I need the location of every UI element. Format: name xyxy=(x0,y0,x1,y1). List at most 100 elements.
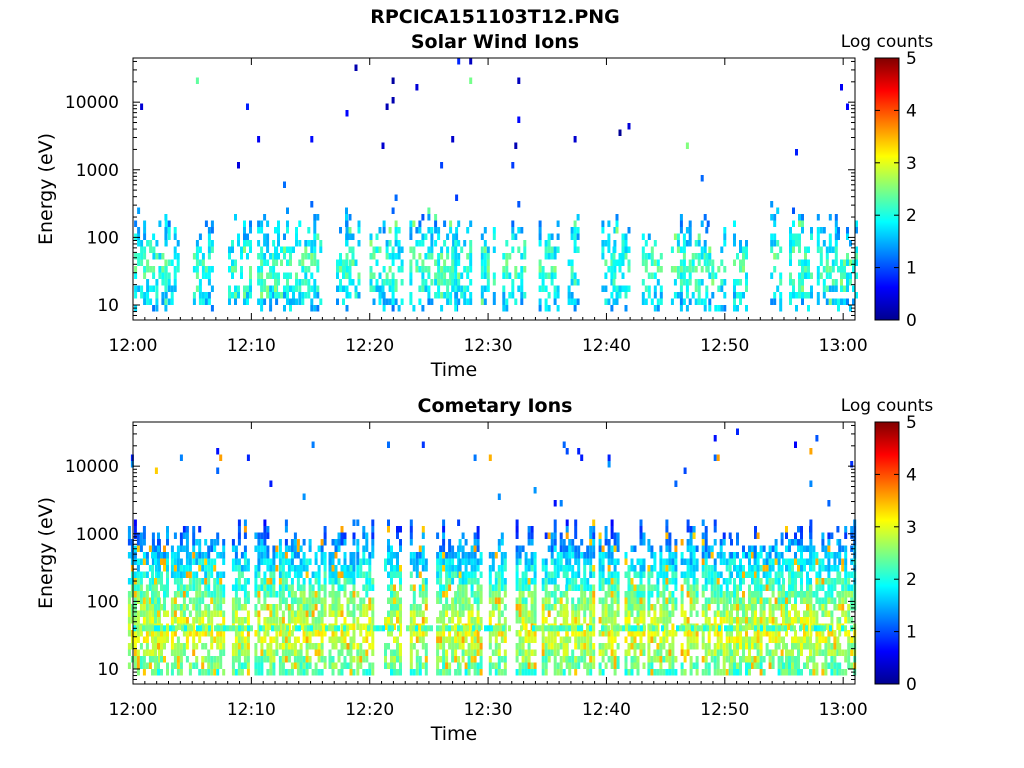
heatmap-cell xyxy=(795,305,798,312)
heatmap-cell xyxy=(524,623,528,630)
heatmap-cell xyxy=(266,656,270,663)
heatmap-cell xyxy=(231,266,234,273)
heatmap-cell xyxy=(170,604,174,611)
heatmap-cell xyxy=(436,643,440,650)
heatmap-cell xyxy=(642,532,646,539)
heatmap-cell xyxy=(296,656,300,663)
heatmap-cell xyxy=(568,584,572,591)
heatmap-cell xyxy=(827,565,831,572)
heatmap-cell xyxy=(544,591,548,598)
heatmap-cell xyxy=(733,292,736,299)
heatmap-cell xyxy=(601,597,605,604)
heatmap-cell xyxy=(739,565,742,572)
heatmap-cell xyxy=(454,246,458,253)
heatmap-cell xyxy=(782,617,785,624)
heatmap-cell xyxy=(451,649,455,656)
heatmap-cell xyxy=(527,526,531,533)
heatmap-cell xyxy=(314,669,318,676)
heatmap-cell xyxy=(164,240,168,247)
heatmap-cell xyxy=(612,259,616,266)
heatmap-cell xyxy=(598,545,602,552)
heatmap-cell xyxy=(266,285,270,292)
heatmap-cell xyxy=(691,253,695,260)
heatmap-cell xyxy=(396,565,399,572)
heatmap-cell xyxy=(393,591,396,598)
heatmap-cell xyxy=(418,227,422,234)
heatmap-cell xyxy=(601,571,605,578)
heatmap-cell xyxy=(779,305,783,312)
heatmap-cell xyxy=(753,552,757,559)
heatmap-cell xyxy=(695,558,699,565)
heatmap-cell xyxy=(451,571,455,578)
heatmap-cell xyxy=(759,656,763,663)
heatmap-cell xyxy=(754,571,757,578)
x-axis-label: Time xyxy=(430,359,478,381)
heatmap-cell xyxy=(176,578,180,585)
heatmap-cell xyxy=(207,240,211,247)
heatmap-cell xyxy=(198,597,202,604)
heatmap-cell xyxy=(148,649,152,656)
heatmap-cell xyxy=(272,591,276,598)
heatmap-cell xyxy=(310,298,314,305)
heatmap-cell xyxy=(260,539,264,546)
heatmap-cell xyxy=(710,545,714,552)
heatmap-cell xyxy=(621,246,625,253)
heatmap-cell xyxy=(798,259,801,266)
heatmap-cell xyxy=(469,240,473,247)
heatmap-cell xyxy=(794,604,797,611)
heatmap-cell xyxy=(524,662,528,669)
heatmap-cell xyxy=(824,604,828,611)
heatmap-cell xyxy=(461,584,465,591)
heatmap-cell xyxy=(210,565,214,572)
heatmap-cell xyxy=(550,643,554,650)
heatmap-cell xyxy=(130,630,134,637)
heatmap-cell xyxy=(346,630,350,637)
heatmap-cell xyxy=(544,253,548,260)
heatmap-cell xyxy=(272,240,276,247)
heatmap-cell xyxy=(733,279,736,286)
heatmap-cell xyxy=(671,643,675,650)
heatmap-cell xyxy=(166,552,169,559)
heatmap-cell xyxy=(176,656,180,663)
heatmap-cell xyxy=(627,266,631,273)
heatmap-cell xyxy=(305,565,309,572)
heatmap-cell xyxy=(500,630,504,637)
heatmap-cell xyxy=(573,246,577,253)
heatmap-cell xyxy=(163,558,166,565)
heatmap-cell xyxy=(716,610,720,617)
heatmap-cell xyxy=(751,597,754,604)
heatmap-cell xyxy=(195,617,199,624)
heatmap-cell xyxy=(692,526,696,533)
colorbar-tick-label: 4 xyxy=(906,101,917,121)
heatmap-cell xyxy=(173,649,177,656)
heatmap-cell xyxy=(467,656,471,663)
heatmap-cell xyxy=(461,578,465,585)
heatmap-cell xyxy=(246,617,250,624)
heatmap-cell xyxy=(339,259,342,266)
heatmap-cell xyxy=(421,552,425,559)
heatmap-cell xyxy=(266,630,270,637)
heatmap-cell xyxy=(717,305,721,312)
heatmap-cell xyxy=(446,233,450,240)
heatmap-cell xyxy=(470,604,474,611)
heatmap-cell xyxy=(460,246,464,253)
heatmap-cell xyxy=(160,636,163,643)
heatmap-cell xyxy=(418,571,422,578)
heatmap-cell xyxy=(418,584,422,591)
heatmap-cell xyxy=(446,292,450,299)
heatmap-cell xyxy=(237,649,241,656)
heatmap-cell xyxy=(816,227,820,234)
heatmap-cell xyxy=(674,539,678,546)
heatmap-cell xyxy=(580,591,584,598)
heatmap-cell xyxy=(421,662,425,669)
heatmap-cell xyxy=(488,565,492,572)
heatmap-cell xyxy=(673,233,677,240)
heatmap-cell xyxy=(263,636,267,643)
heatmap-cell xyxy=(269,305,273,312)
heatmap-cell xyxy=(818,584,822,591)
heatmap-cell xyxy=(442,565,446,572)
heatmap-cell xyxy=(254,591,258,598)
heatmap-cell xyxy=(841,565,845,572)
heatmap-cell xyxy=(659,292,663,299)
heatmap-cell xyxy=(686,630,690,637)
